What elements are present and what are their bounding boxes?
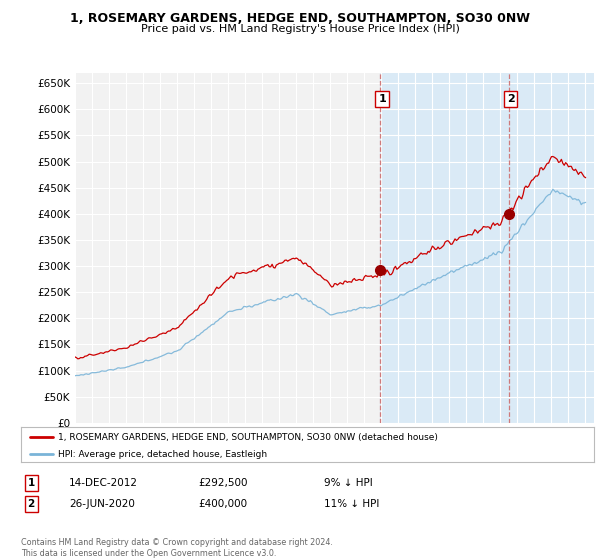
- Text: £292,500: £292,500: [198, 478, 248, 488]
- Text: 2: 2: [28, 499, 35, 509]
- Text: Contains HM Land Registry data © Crown copyright and database right 2024.
This d: Contains HM Land Registry data © Crown c…: [21, 538, 333, 558]
- Text: Price paid vs. HM Land Registry's House Price Index (HPI): Price paid vs. HM Land Registry's House …: [140, 24, 460, 34]
- Text: 1: 1: [378, 94, 386, 104]
- Text: 2: 2: [507, 94, 514, 104]
- Text: HPI: Average price, detached house, Eastleigh: HPI: Average price, detached house, East…: [58, 450, 268, 459]
- Text: 11% ↓ HPI: 11% ↓ HPI: [324, 499, 379, 509]
- Text: 1: 1: [28, 478, 35, 488]
- Bar: [380, 73, 594, 423]
- Text: £400,000: £400,000: [198, 499, 247, 509]
- Text: 14-DEC-2012: 14-DEC-2012: [69, 478, 138, 488]
- Text: 1, ROSEMARY GARDENS, HEDGE END, SOUTHAMPTON, SO30 0NW (detached house): 1, ROSEMARY GARDENS, HEDGE END, SOUTHAMP…: [58, 432, 438, 441]
- Text: 9% ↓ HPI: 9% ↓ HPI: [324, 478, 373, 488]
- Text: 26-JUN-2020: 26-JUN-2020: [69, 499, 135, 509]
- Text: 1, ROSEMARY GARDENS, HEDGE END, SOUTHAMPTON, SO30 0NW: 1, ROSEMARY GARDENS, HEDGE END, SOUTHAMP…: [70, 12, 530, 25]
